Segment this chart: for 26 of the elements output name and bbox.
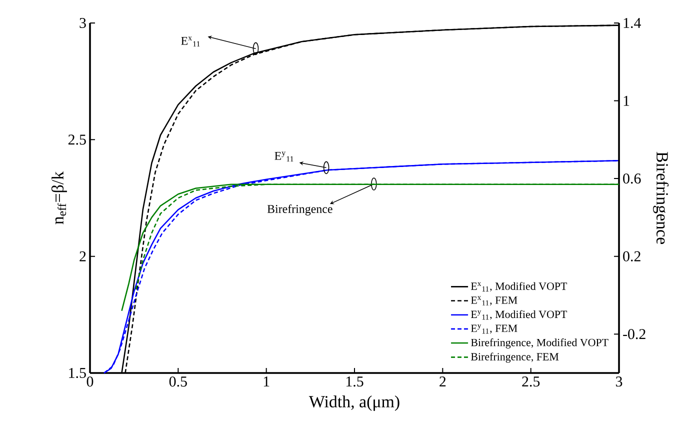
y2-tick-label: 0.6 xyxy=(623,173,641,184)
legend-label: Birefringence, FEM xyxy=(470,352,559,363)
legend-label: E$^{y}$$_{11}$, FEM xyxy=(470,324,518,334)
x-tick-label: 2.5 xyxy=(522,376,540,387)
legend-label: E$^{y}$$_{11}$, Modified VOPT xyxy=(470,310,568,320)
legend-label: E$^{x}$$_{11}$, Modified VOPT xyxy=(470,282,568,292)
x-axis-title: Width, a(μm) xyxy=(308,396,400,411)
x-tick-label: 2 xyxy=(440,376,446,386)
y-tick-label: 2 xyxy=(80,251,86,262)
legend-label: E$^{x}$$_{11}$, FEM xyxy=(470,296,518,306)
x-tick-label: 1.5 xyxy=(346,376,364,387)
y2-tick-label: 1 xyxy=(624,96,630,106)
annotation: Birefringence xyxy=(267,204,332,216)
x-tick-label: 0.5 xyxy=(169,376,187,387)
y-tick-label: 1.5 xyxy=(69,368,86,378)
y2-axis-title: Birefringence xyxy=(653,152,669,244)
legend-label: Birefringence, Modified VOPT xyxy=(470,338,608,348)
y2-tick-label: 0.2 xyxy=(623,251,640,262)
x-tick-label: 3 xyxy=(616,376,622,387)
x-tick-label: 0 xyxy=(86,376,94,387)
y-tick-label: 2.5 xyxy=(68,134,86,145)
x-tick-label: 1 xyxy=(264,376,270,386)
y2-tick-label: 1.4 xyxy=(624,18,641,28)
y2-tick-label: -0.2 xyxy=(623,329,646,340)
y-tick-label: 3 xyxy=(80,18,86,28)
y-axis-title: n$_{eff}$=β/k xyxy=(51,171,67,224)
